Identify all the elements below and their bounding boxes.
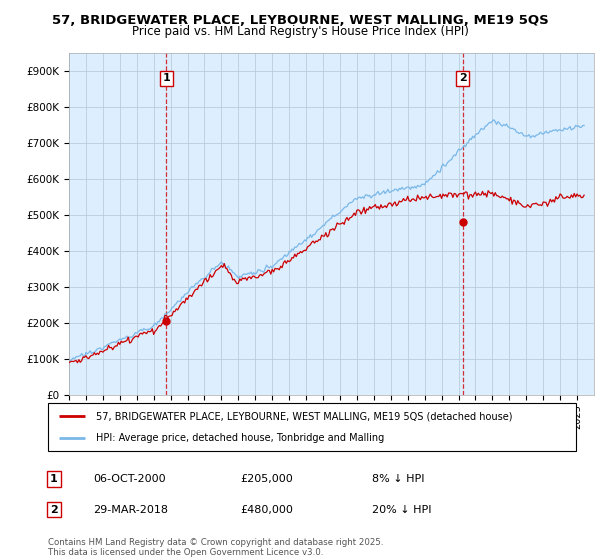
Text: 57, BRIDGEWATER PLACE, LEYBOURNE, WEST MALLING, ME19 5QS (detached house): 57, BRIDGEWATER PLACE, LEYBOURNE, WEST M…: [95, 411, 512, 421]
Text: 8% ↓ HPI: 8% ↓ HPI: [372, 474, 425, 484]
Text: 1: 1: [50, 474, 58, 484]
Text: £205,000: £205,000: [240, 474, 293, 484]
FancyBboxPatch shape: [48, 403, 576, 451]
Text: 29-MAR-2018: 29-MAR-2018: [93, 505, 168, 515]
Text: Price paid vs. HM Land Registry's House Price Index (HPI): Price paid vs. HM Land Registry's House …: [131, 25, 469, 38]
Text: HPI: Average price, detached house, Tonbridge and Malling: HPI: Average price, detached house, Tonb…: [95, 433, 384, 443]
Text: 2: 2: [50, 505, 58, 515]
Text: Contains HM Land Registry data © Crown copyright and database right 2025.
This d: Contains HM Land Registry data © Crown c…: [48, 538, 383, 557]
Text: 06-OCT-2000: 06-OCT-2000: [93, 474, 166, 484]
Text: £480,000: £480,000: [240, 505, 293, 515]
Text: 57, BRIDGEWATER PLACE, LEYBOURNE, WEST MALLING, ME19 5QS: 57, BRIDGEWATER PLACE, LEYBOURNE, WEST M…: [52, 14, 548, 27]
Text: 20% ↓ HPI: 20% ↓ HPI: [372, 505, 431, 515]
Text: 1: 1: [163, 73, 170, 83]
Text: 2: 2: [459, 73, 467, 83]
